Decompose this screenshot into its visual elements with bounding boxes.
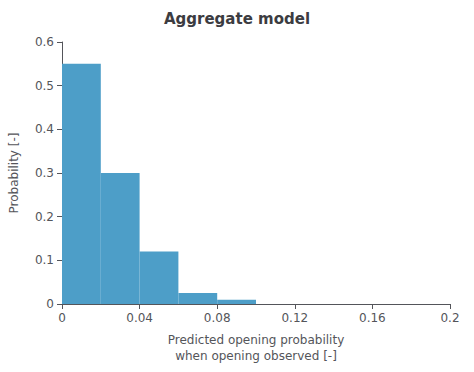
svg-text:when opening observed [-]: when opening observed [-] bbox=[175, 349, 337, 363]
svg-text:0.5: 0.5 bbox=[35, 79, 54, 93]
svg-text:0: 0 bbox=[58, 311, 66, 325]
svg-text:Predicted opening probability: Predicted opening probability bbox=[168, 333, 345, 347]
svg-text:0.08: 0.08 bbox=[204, 311, 231, 325]
svg-text:0.12: 0.12 bbox=[281, 311, 308, 325]
svg-text:Probability [-]: Probability [-] bbox=[7, 133, 21, 214]
svg-text:0.3: 0.3 bbox=[35, 166, 54, 180]
svg-text:Aggregate model: Aggregate model bbox=[164, 10, 310, 28]
svg-text:0.2: 0.2 bbox=[35, 210, 54, 224]
svg-text:0.1: 0.1 bbox=[35, 253, 54, 267]
svg-text:0.6: 0.6 bbox=[35, 35, 54, 49]
svg-text:0.16: 0.16 bbox=[359, 311, 386, 325]
svg-text:0.4: 0.4 bbox=[35, 122, 54, 136]
svg-text:0.04: 0.04 bbox=[126, 311, 153, 325]
svg-text:0: 0 bbox=[46, 297, 54, 311]
svg-text:0.2: 0.2 bbox=[440, 311, 459, 325]
